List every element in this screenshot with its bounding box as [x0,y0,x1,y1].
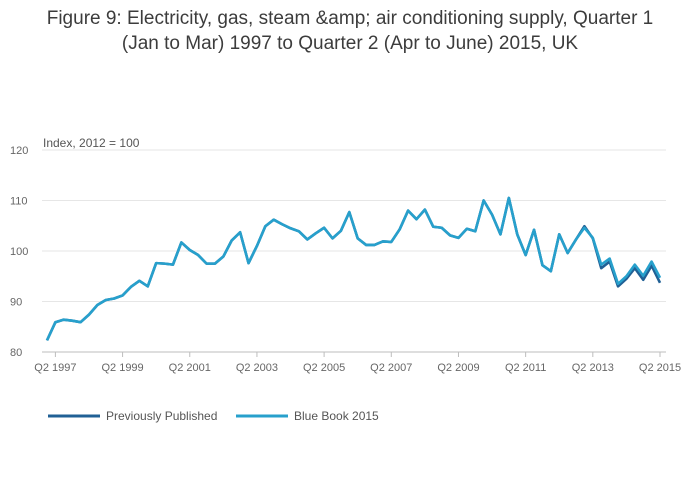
y-tick-label: 110 [10,196,28,208]
y-tick-label: 80 [10,347,22,359]
chart-title-line-2: (Jan to Mar) 1997 to Quarter 2 (Apr to J… [121,33,579,54]
x-tick-label: Q2 2011 [505,362,546,374]
y-axis-label: Index, 2012 = 100 [43,136,140,150]
y-tick-label: 90 [10,297,22,309]
gridlines [42,149,666,353]
chart-title: Figure 9: Electricity, gas, steam &amp; … [0,6,700,56]
x-tick-label: Q2 2003 [236,362,278,374]
x-tick-label: Q2 1999 [101,362,143,374]
axes: Index, 2012 = 100 80 90 100 110 120 Q2 1997 Q2… [10,136,681,374]
x-tick-label: Q2 2013 [572,362,614,374]
x-tick-label: Q2 1997 [34,362,76,374]
series-line-blue-book-2015 [45,196,662,341]
x-tick-label: Q2 2007 [370,362,412,374]
legend: Previously Published Blue Book 2015 [48,409,379,423]
chart-title-line-1: Figure 9: Electricity, gas, steam &amp; … [46,8,654,29]
y-tick-label: 120 [10,145,28,157]
x-tick-label: Q2 2015 [639,362,681,374]
legend-label: Previously Published [106,409,217,423]
legend-label: Blue Book 2015 [294,409,379,423]
y-tick-label: 100 [10,246,28,258]
series-lines [45,196,662,341]
x-tick-label: Q2 2005 [303,362,345,374]
x-tick-label: Q2 2009 [437,362,479,374]
series-line-previously-published [45,196,662,341]
x-tick-label: Q2 2001 [169,362,211,374]
